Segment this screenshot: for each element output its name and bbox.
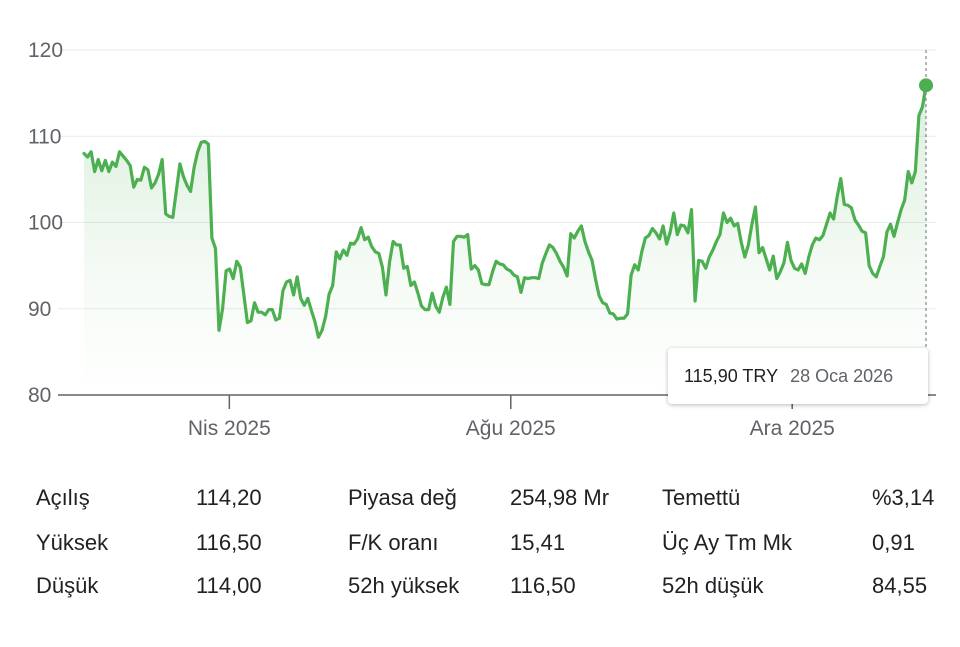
x-tick-label-2: Ara 2025 [750,417,835,440]
area-fill-path [84,85,926,396]
stats-row-2: Yüksek 116,50 F/K oranı 15,41 Üç Ay Tm M… [0,523,960,563]
y-tick-label-100: 100 [28,212,63,235]
y-tick-label-80: 80 [28,384,51,407]
y-axis-labels: 80 90 100 110 120 [28,39,63,407]
x-tick-label-1: Ağu 2025 [466,417,556,440]
stat-label-market-cap: Piyasa değ [348,485,457,510]
stat-label-52w-high: 52h yüksek [348,573,460,598]
line-series [82,83,928,339]
y-tick-label-110: 110 [28,125,61,148]
stat-label-52w-low: 52h düşük [662,573,764,598]
stat-label-dividend: Temettü [662,485,741,510]
stat-value-low: 114,00 [196,573,262,598]
price-chart-svg[interactable]: 80 90 100 110 120 Nis 2025 Ağu 2025 Ara 2025 [0,0,960,460]
stat-label-quarterly: Üç Ay Tm Mk [662,530,792,555]
stats-row-1: Açılış 114,20 Piyasa değ 254,98 Mr Temet… [0,478,960,518]
stat-value-dividend: %3,14 [872,485,935,510]
stat-value-52w-high: 116,50 [510,573,576,598]
x-axis-labels: Nis 2025 Ağu 2025 Ara 2025 [188,417,835,440]
area-fill [84,85,926,396]
stat-value-pe-ratio: 15,41 [510,530,566,555]
stat-label-high: Yüksek [36,530,109,555]
hover-marker [919,50,933,350]
tooltip-date: 28 Oca 2026 [790,365,894,386]
x-tick-label-0: Nis 2025 [188,417,271,440]
stat-label-open: Açılış [36,485,90,510]
tooltip-price: 115,90 TRY [684,365,779,386]
hover-point [919,78,933,93]
price-line [82,83,928,339]
stats-row-3: Düşük 114,00 52h yüksek 116,50 52h düşük… [0,566,960,606]
stat-value-high: 116,50 [196,530,262,555]
stat-value-52w-low: 84,55 [872,573,928,598]
price-tooltip: 115,90 TRY 28 Oca 2026 [668,348,928,404]
stat-value-open: 114,20 [196,485,262,510]
stat-value-quarterly: 0,91 [872,530,915,555]
stat-label-pe-ratio: F/K oranı [348,530,439,555]
stat-value-market-cap: 254,98 Mr [510,485,610,510]
stats-grid: Açılış 114,20 Piyasa değ 254,98 Mr Temet… [0,478,960,608]
price-chart[interactable]: 80 90 100 110 120 Nis 2025 Ağu 2025 Ara 2025 1… [0,0,960,460]
stat-label-low: Düşük [36,573,99,598]
y-tick-label-90: 90 [28,298,51,321]
y-tick-label-120: 120 [28,39,63,62]
